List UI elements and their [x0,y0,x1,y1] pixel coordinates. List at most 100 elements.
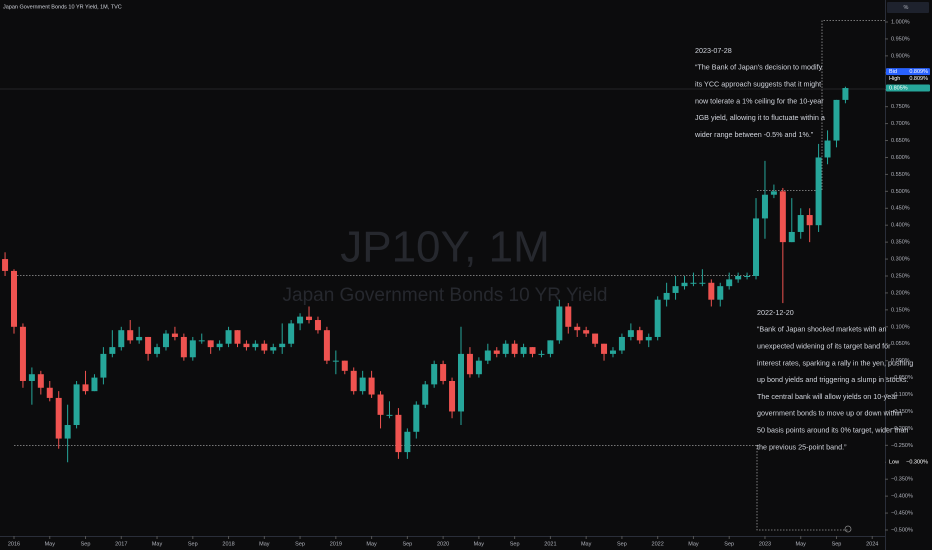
price-tag-value: −0.300% [906,460,928,466]
candle-body [753,218,760,276]
price-tag-value: 0.809% [909,69,928,75]
candle-body [744,276,751,277]
candle-body [806,215,813,226]
candle-body [171,333,178,337]
y-tick-label: 0.500% [891,189,910,195]
candle-body [207,340,214,348]
y-tick-label: 0.600% [891,155,910,161]
candle-body [681,282,688,287]
y-tick-label: 0.200% [891,290,910,296]
candle-body [413,404,420,432]
candle-body [234,330,241,344]
price-tag-name: Bid [889,69,897,75]
candle-body [511,343,518,354]
x-tick-label: May [152,541,163,547]
candle-body [154,347,161,354]
candle-body [359,377,366,392]
candle-body [279,343,286,348]
x-tick-label: Sep [402,541,412,547]
y-tick-label: −0.200% [891,426,913,432]
x-tick-label: 2022 [652,541,664,547]
candle-body [288,323,295,344]
time-marker [844,525,852,533]
annotation-date: 2023-07-28 [695,46,732,55]
annotation-line: interest rates, sparking a rally in the … [757,358,913,367]
candle-body [431,364,438,385]
candle-body [64,425,71,439]
candle-body [484,350,491,361]
candle-body [46,387,53,398]
x-tick-label: May [796,541,807,547]
candle-body [341,360,348,371]
price-tag-name: High [889,76,900,82]
axes: 1.000%0.950%0.900%0.850%0.800%0.750%0.70… [8,19,930,547]
annotation-line: the previous 25-point band.” [757,442,847,451]
chart-title: Japan Government Bonds 10 YR Yield, 1M, … [3,4,122,10]
candle-body [55,397,62,439]
candle-body [377,394,384,415]
candle-body [243,343,250,348]
candle-body [350,370,357,392]
y-tick-label: 0.100% [891,324,910,330]
candle-body [189,340,196,358]
unit-button[interactable] [887,2,929,13]
candle-body [386,414,393,416]
candle-body [216,343,223,348]
price-tag-value: 0.809% [909,76,928,82]
candle-body [118,330,125,348]
candle-body [583,330,590,334]
candle-body [574,326,581,331]
x-tick-label: 2023 [759,541,771,547]
y-tick-label: 0.000% [891,358,910,364]
candle-body [654,299,661,337]
candle-body [109,347,116,354]
watermark-symbol: JP10Y, 1M [340,223,550,272]
candle-body [458,353,464,412]
candle-body [520,347,527,354]
candle-body [797,215,804,232]
candle-body [717,286,724,300]
candle-body [815,157,822,226]
annotation-line: JGB yield, allowing it to fluctuate with… [695,113,825,122]
candle-body [19,326,26,381]
y-tick-label: −0.450% [891,511,913,517]
candle-body [690,282,697,284]
price-tag [886,75,930,83]
x-tick-label: Sep [188,541,198,547]
annotation-line: The central bank will allow yields on 10… [757,392,898,401]
y-tick-label: 0.150% [891,307,910,313]
candle-body [601,343,608,354]
candle-body [833,99,840,141]
y-tick-label: −0.100% [891,392,913,398]
price-tag [886,458,930,466]
candles [2,86,849,463]
x-tick-label: Sep [832,541,842,547]
candle-body [609,350,616,354]
candle-body [842,88,849,100]
annotation-line: “The Bank of Japan's decision to modify [695,63,823,72]
candle-body [529,347,536,354]
candle-body [663,292,670,300]
candle-body [270,347,277,351]
price-tag [886,68,930,76]
candle-body [770,191,777,195]
candle-body [73,384,80,426]
x-tick-label: Sep [81,541,91,547]
y-tick-label: 0.400% [891,223,910,229]
x-tick-label: 2024 [866,541,878,547]
candle-body [306,316,313,321]
y-tick-label: 0.350% [891,240,910,246]
candle-body [404,431,411,453]
candle-body [422,384,429,405]
y-tick-label: −0.150% [891,409,913,415]
candle-body [127,330,134,341]
candle-body [466,353,473,375]
y-tick-label: −0.350% [891,477,913,483]
x-tick-label: 2021 [544,541,556,547]
candle-body [37,374,44,388]
annotation-line: “Bank of Japan shocked markets with an [757,325,886,334]
candle-body [368,377,375,395]
annotation-date: 2022-12-20 [757,308,794,317]
candle-body [323,330,330,361]
x-tick-label: May [45,541,56,547]
